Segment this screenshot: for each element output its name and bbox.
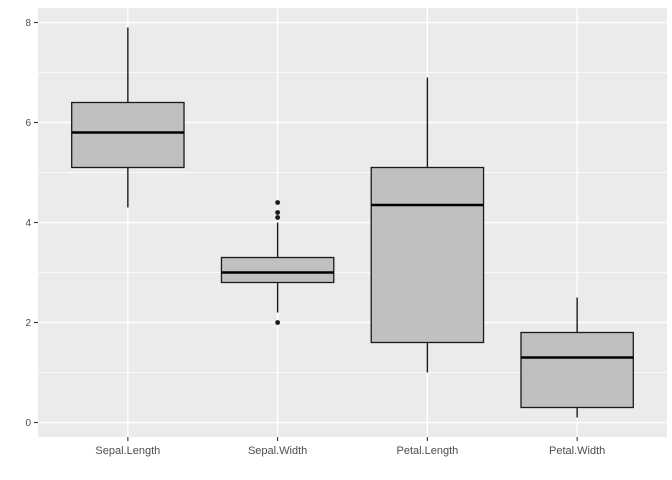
- y-tick-label-6: 6: [25, 118, 31, 129]
- y-tick-label-4: 4: [25, 218, 31, 229]
- outlier-point: [275, 215, 281, 220]
- boxplot-sepal-width: [220, 200, 335, 325]
- outlier-point: [275, 210, 281, 215]
- boxplot-sepal-length: [71, 27, 185, 208]
- outlier-point: [275, 200, 281, 205]
- x-tick-label-sepal-width: Sepal.Width: [248, 445, 307, 457]
- iqr-box: [370, 166, 485, 344]
- iqr-box: [220, 256, 335, 284]
- x-tick-label-petal-length: Petal.Length: [396, 445, 458, 457]
- boxplot-petal-width: [520, 297, 634, 418]
- outlier-point: [275, 320, 281, 325]
- y-tick-label-0: 0: [25, 418, 31, 429]
- boxplot-petal-length: [370, 77, 485, 373]
- x-tick-label-petal-width: Petal.Width: [549, 445, 605, 457]
- iqr-box: [71, 101, 185, 169]
- iqr-box: [520, 331, 634, 409]
- y-tick-label-8: 8: [25, 18, 31, 29]
- y-tick-label-2: 2: [25, 318, 31, 329]
- x-tick-label-sepal-length: Sepal.Length: [95, 445, 160, 457]
